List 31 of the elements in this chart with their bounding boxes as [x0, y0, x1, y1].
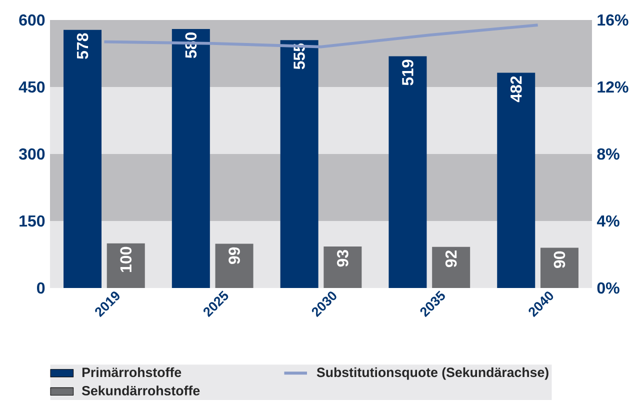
- legend-label: Primärrohstoffe: [82, 367, 182, 378]
- bar: [215, 244, 254, 288]
- bar: [64, 30, 102, 288]
- bar: [432, 246, 470, 288]
- data-label: 93: [337, 250, 348, 267]
- data-label: 92: [445, 250, 457, 268]
- data-label: 519: [402, 60, 414, 86]
- legend-label: Substitutionsquote (Sekundärachse): [316, 367, 548, 380]
- data-label: 99: [228, 247, 240, 264]
- data-label: 90: [554, 251, 566, 268]
- y-tick-label: 450: [18, 81, 45, 93]
- y2-tick-label: 4%: [596, 215, 620, 227]
- y-tick-label: 600: [19, 14, 45, 26]
- legend-label: Sekundärrohstoffe: [82, 386, 200, 396]
- bar: [324, 246, 362, 288]
- data-label: 578: [76, 33, 88, 59]
- data-label: 100: [120, 246, 132, 272]
- bar: [540, 248, 578, 288]
- bar: [106, 243, 145, 288]
- y2-tick-label: 12%: [598, 81, 628, 93]
- y2-tick-label: 16%: [598, 14, 628, 26]
- bar: [280, 40, 318, 288]
- bar: [497, 72, 536, 288]
- y2-tick-label: 8%: [597, 148, 620, 160]
- y-tick-label: 0: [37, 282, 45, 294]
- bar: [388, 56, 427, 288]
- data-label: 482: [510, 76, 522, 102]
- y-tick-label: 300: [18, 148, 45, 160]
- bar: [172, 28, 210, 288]
- y-tick-label: 150: [20, 215, 45, 227]
- y2-tick-label: 0%: [597, 282, 620, 294]
